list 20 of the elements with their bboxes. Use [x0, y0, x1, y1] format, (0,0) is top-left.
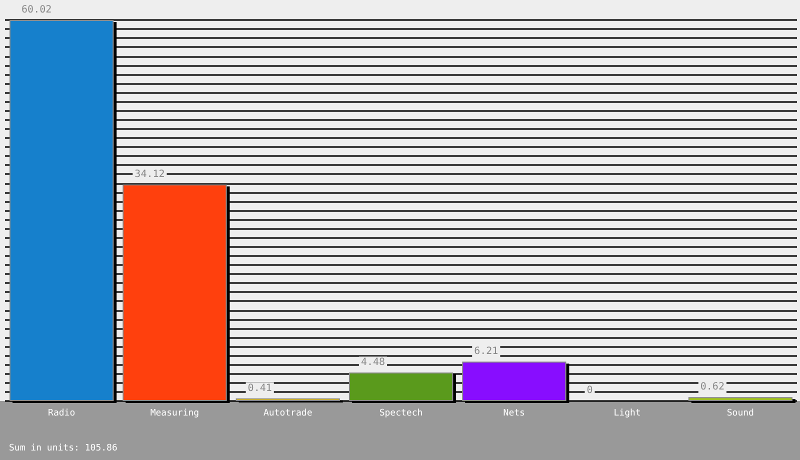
text: Sum in units: 105.86 — [9, 444, 118, 454]
bar — [688, 397, 792, 401]
data-label: 4.48 — [360, 357, 386, 368]
x-tick-label: Light — [614, 408, 641, 418]
bar — [462, 362, 566, 401]
x-tick-label: Radio — [48, 408, 76, 418]
x-tick-label: Autotrade — [263, 408, 312, 418]
data-label: 0 — [586, 385, 593, 396]
bar — [348, 372, 454, 401]
x-tick-label: Spectech — [379, 408, 423, 418]
x-tick-label: Measuring — [150, 408, 200, 418]
bar — [10, 20, 114, 401]
bar — [122, 184, 227, 401]
data-label: 60.02 — [22, 4, 52, 16]
data-label: 0.41 — [248, 382, 272, 394]
data-label: 6.21 — [474, 346, 498, 358]
x-tick-label: Nets — [503, 408, 525, 418]
data-label: 34.12 — [134, 168, 165, 180]
data-label: 0.62 — [700, 382, 724, 393]
x-tick-label: Sound — [726, 408, 754, 418]
